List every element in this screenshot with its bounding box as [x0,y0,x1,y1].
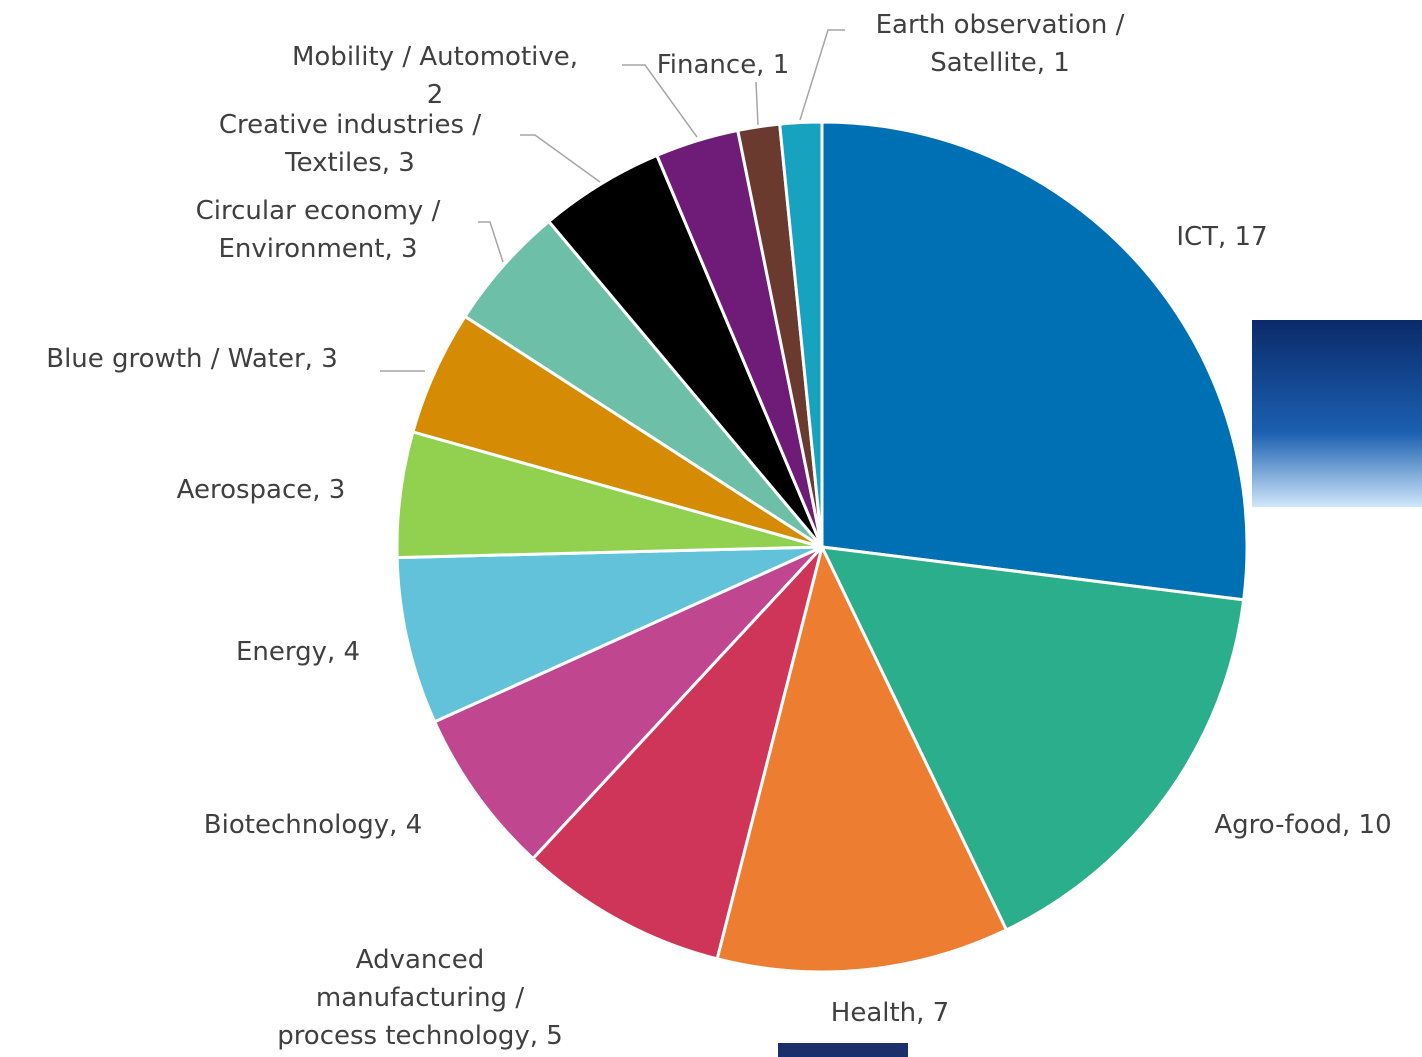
data-label: Blue growth / Water, 3 [46,344,337,374]
leader-line [622,64,698,138]
leader-line [520,134,601,183]
pie-slice [715,542,1009,974]
data-label: Earth observation / Satellite, 1 [876,10,1125,78]
pie-slice [432,545,824,861]
pie-slice [778,120,824,548]
logo-image [1252,320,1422,507]
data-label: Circular economy / Environment, 3 [196,196,441,264]
data-label: Mobility / Automotive, 2 [292,42,578,110]
data-label: Biotechnology, 4 [204,810,422,840]
data-label: Agro-food, 10 [1214,810,1391,840]
data-label: Finance, 1 [657,50,790,80]
data-label: Health, 7 [831,998,949,1028]
data-labels: ICT, 17 Agro-food, 10 Health, 7 Advanced man… [46,10,1391,1051]
leader-lines [380,29,845,372]
leader-line [755,81,759,126]
data-label: Energy, 4 [236,637,360,667]
pie-slice [820,120,1249,602]
pie-slice [395,545,823,724]
footer-block [778,1043,908,1057]
data-label: ICT, 17 [1176,222,1267,252]
data-label: Advanced manufacturing / process technolog… [277,945,563,1051]
pie-slice [530,545,824,961]
data-label: Aerospace, 3 [177,475,346,505]
leader-line [478,221,504,263]
pie [395,120,1249,974]
data-label: Creative industries / Textiles, 3 [219,110,481,178]
leader-line [799,29,845,121]
pie-slice [819,545,1246,932]
